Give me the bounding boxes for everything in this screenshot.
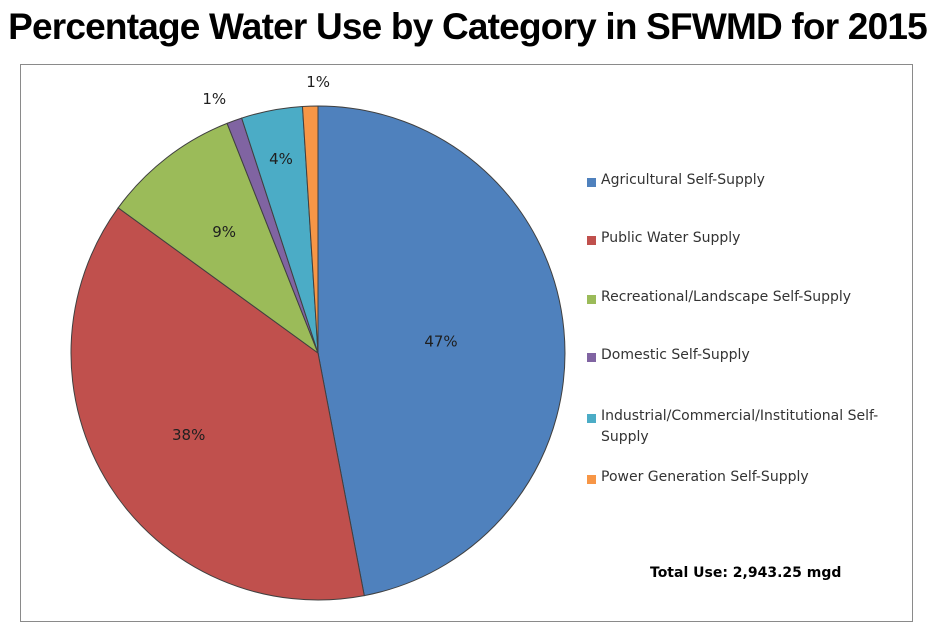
data-label: 1%: [306, 73, 330, 91]
chart-title: Percentage Water Use by Category in SFWM…: [8, 6, 928, 47]
legend-swatch: [587, 475, 596, 484]
pie-slices: [70, 105, 566, 601]
total-use-label: Total Use: 2,943.25 mgd: [650, 565, 842, 581]
legend-label: Industrial/Commercial/Institutional Self…: [601, 408, 879, 445]
legend-swatch: [587, 353, 596, 362]
data-label: 1%: [202, 90, 226, 108]
legend-label: Public Water Supply: [601, 230, 741, 246]
pie-slice-power-generation-self-supply: [301, 105, 319, 354]
legend-label: Recreational/Landscape Self-Supply: [601, 289, 852, 305]
data-label: 47%: [424, 332, 457, 350]
data-label: 4%: [269, 150, 293, 168]
legend-label: Power Generation Self-Supply: [601, 469, 809, 485]
pie-slice-recreational-landscape-self-supply: [117, 122, 320, 355]
legend-swatch: [587, 295, 596, 304]
legend-label: Domestic Self-Supply: [601, 347, 750, 363]
legend-swatch: [587, 178, 596, 187]
legend-swatch: [587, 236, 596, 245]
pie-slice-public-water-supply: [70, 207, 365, 601]
legend-swatch: [587, 414, 596, 423]
pie-slice-agricultural-self-supply: [317, 105, 566, 597]
data-label: 38%: [172, 426, 205, 444]
pie-data-labels: 47% 38% 9% 1% 4% 1%: [172, 73, 458, 444]
legend-label: Agricultural Self-Supply: [601, 172, 765, 188]
data-label: 9%: [212, 223, 236, 241]
